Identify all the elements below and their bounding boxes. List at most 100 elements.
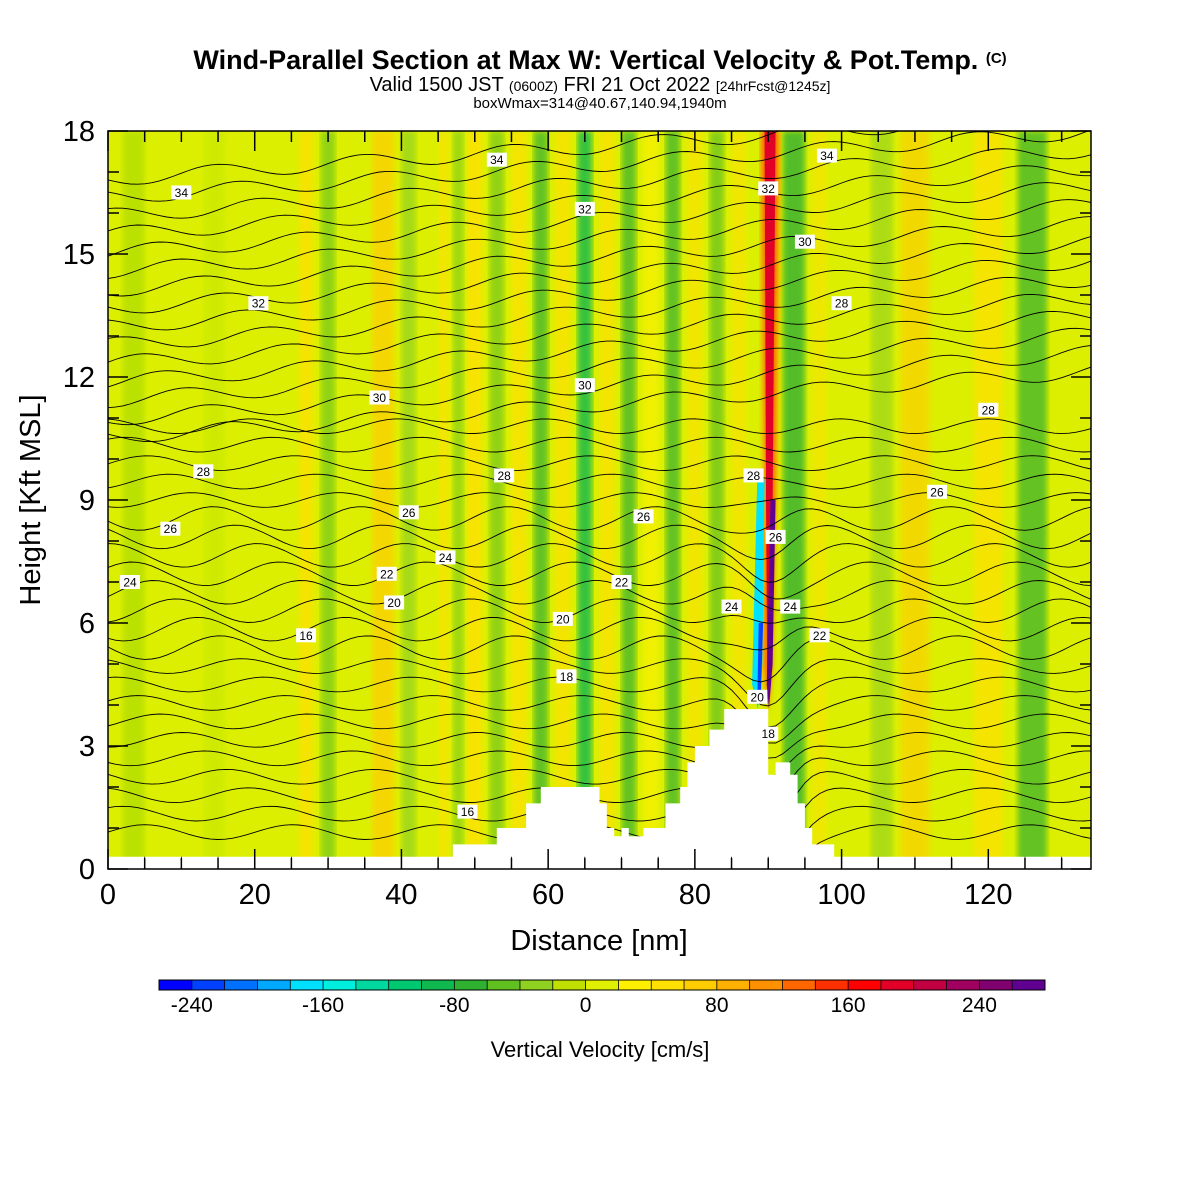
colorbar-swatch xyxy=(519,980,554,990)
colorbar-swatch xyxy=(224,980,258,990)
colorbar-swatch xyxy=(815,980,849,990)
theta-contour-line xyxy=(108,598,1091,624)
contour-label-box xyxy=(160,521,181,536)
y-tick-label: 3 xyxy=(79,731,95,763)
x-tick-label: 20 xyxy=(239,879,271,911)
theta-contour-line xyxy=(108,524,1091,561)
colorbar-swatch xyxy=(355,980,390,990)
field-band xyxy=(731,131,747,869)
colorbar-tick-label: -80 xyxy=(439,994,469,1017)
colorbar-frame xyxy=(158,979,1046,991)
colorbar-swatch xyxy=(421,980,455,990)
contour-label-box xyxy=(978,402,999,417)
contour-label-text: 18 xyxy=(560,670,574,684)
contour-label: 18 xyxy=(556,669,577,684)
contour-label-text: 30 xyxy=(578,379,592,393)
theta-contour-line xyxy=(108,473,1091,490)
contour-label: 26 xyxy=(633,509,654,524)
theta-contour-line xyxy=(108,327,1091,409)
theta-contour-line xyxy=(108,455,1091,472)
contour-label-text: 32 xyxy=(762,182,776,196)
contour-label-text: 20 xyxy=(751,690,765,704)
contour-label-text: 20 xyxy=(387,596,401,610)
contour-label-box xyxy=(193,464,214,479)
theta-contour-line xyxy=(108,216,1091,297)
colorbar: -240 -160 -80 0 80 160 240 xyxy=(158,979,1046,1017)
theta-contour-line xyxy=(108,276,1091,348)
contour-label-text: 26 xyxy=(164,522,178,536)
colorbar-swatch xyxy=(651,980,685,990)
field-band xyxy=(298,131,314,869)
contour-label-box xyxy=(171,185,192,200)
contour-label: 26 xyxy=(765,529,786,544)
contour-label-text: 28 xyxy=(497,469,511,483)
theta-contour-line xyxy=(108,768,1091,832)
contour-label: 34 xyxy=(486,152,507,167)
contour-label-text: 34 xyxy=(490,153,504,167)
contour-label-box xyxy=(926,484,947,499)
chart-subtitle: Valid 1500 JST (0600Z) FRI 21 Oct 2022 [… xyxy=(0,75,1200,96)
contour-label-box xyxy=(120,575,141,589)
field-band xyxy=(467,131,483,869)
contour-label-text: 20 xyxy=(556,612,570,626)
contour-label-box xyxy=(758,726,779,741)
field-band xyxy=(1017,131,1047,869)
contour-label-box xyxy=(633,509,654,524)
terrain-mask xyxy=(108,709,1091,869)
colorbar-swatch xyxy=(585,980,619,990)
field-band xyxy=(782,131,805,869)
contour-label: 28 xyxy=(494,468,515,483)
contour-label-box xyxy=(574,378,595,393)
x-tick-label: 100 xyxy=(817,879,865,911)
field-band xyxy=(577,131,593,869)
y-tick-label: 0 xyxy=(79,854,95,886)
colorbar-swatch xyxy=(749,980,783,990)
colorbar-swatch xyxy=(487,980,521,990)
downdraft-core xyxy=(757,623,764,705)
chart-title: Wind-Parallel Section at Max W: Vertical… xyxy=(0,44,1200,75)
field-band xyxy=(555,131,571,869)
theta-contour-line xyxy=(108,259,1091,331)
contour-label-text: 32 xyxy=(252,297,266,311)
contour-label-text: 22 xyxy=(615,576,629,590)
contour-label: 24 xyxy=(120,575,141,590)
theta-contour-line xyxy=(108,182,1091,257)
x-tick-label: 40 xyxy=(385,879,417,911)
contour-label-text: 28 xyxy=(835,297,849,311)
updraft-plume-core xyxy=(764,131,776,705)
theta-contour-line xyxy=(108,436,1091,453)
contour-label: 34 xyxy=(171,185,192,200)
field-band xyxy=(665,131,681,869)
contour-label: 18 xyxy=(758,726,779,741)
chart-title-main: Wind-Parallel Section at Max W: Vertical… xyxy=(193,45,979,75)
field-band xyxy=(687,131,703,869)
contour-label: 20 xyxy=(747,689,768,704)
x-axis: 0 20 40 60 80 100 120 xyxy=(100,131,1063,911)
contour-label-box xyxy=(747,689,768,704)
contour-label-text: 26 xyxy=(769,530,783,544)
theta-contour-line xyxy=(108,310,1091,388)
y-tick-label: 6 xyxy=(79,608,95,640)
field-band xyxy=(489,131,505,869)
contour-label-box xyxy=(556,669,577,684)
theta-contour-line xyxy=(108,165,1091,236)
theta-contour-line xyxy=(108,635,1091,683)
y-axis: 0 3 6 9 12 15 18 xyxy=(63,116,1091,886)
colorbar-swatch xyxy=(979,980,1013,990)
contour-label-box xyxy=(369,390,390,405)
contour-label: 20 xyxy=(552,611,573,626)
field-band xyxy=(401,131,417,869)
x-tick-label: 0 xyxy=(100,879,116,911)
valid-date: FRI 21 Oct 2022 xyxy=(563,74,711,96)
contour-label-box xyxy=(486,152,507,167)
contour-label-text: 28 xyxy=(747,469,761,483)
colorbar-tick-label: 0 xyxy=(580,994,592,1017)
contour-label-text: 34 xyxy=(820,149,834,163)
contour-label-text: 24 xyxy=(439,551,453,565)
contour-label-box xyxy=(248,296,269,311)
contour-label-box xyxy=(384,595,405,610)
copyright-mark: (C) xyxy=(985,50,1007,67)
updraft-plume-max xyxy=(766,500,776,710)
colorbar-tick-label: -240 xyxy=(171,994,213,1017)
